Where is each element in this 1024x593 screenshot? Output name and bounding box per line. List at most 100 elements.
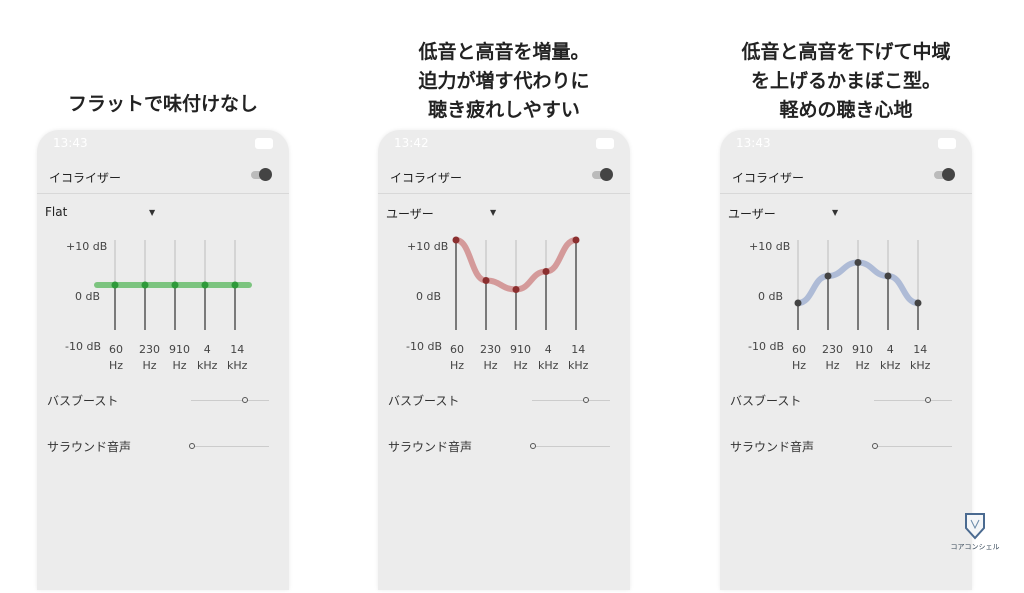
- caption: 低音と高音を下げて中域 を上げるかまぼこ型。 軽めの聴き心地: [686, 38, 1006, 125]
- equalizer-toggle[interactable]: [592, 168, 613, 181]
- phone-screen: 13:43 イコライザー ユーザー ▼ +10 dB 0 dB -10 dB 60 Hz…: [720, 130, 972, 590]
- freq-value: 14: [913, 343, 928, 356]
- freq-unit: kHz: [197, 359, 218, 372]
- slider-knob[interactable]: [872, 443, 878, 449]
- freq-label: 14 kHz: [910, 342, 930, 374]
- freq-unit: kHz: [227, 359, 248, 372]
- band-handle[interactable]: [452, 236, 460, 244]
- freq-label: 910 Hz: [169, 342, 190, 374]
- bass-boost-slider[interactable]: [191, 397, 269, 403]
- chevron-down-icon[interactable]: ▼: [832, 208, 839, 217]
- equalizer-title: イコライザー: [390, 171, 463, 185]
- band-handle[interactable]: [201, 281, 209, 289]
- logo: コアコンシェル: [950, 512, 1000, 552]
- phone-screen: 13:43 イコライザー Flat ▼ +10 dB 0 dB -10 dB 60 Hz…: [37, 130, 289, 590]
- band-handle[interactable]: [914, 299, 922, 307]
- battery-icon: [255, 138, 273, 149]
- caption-line: 聴き疲れしやすい: [428, 99, 580, 121]
- freq-value: 4: [886, 343, 894, 356]
- db-label: +10 dB: [66, 240, 108, 253]
- surround-slider[interactable]: [530, 443, 610, 449]
- db-label: 0 dB: [75, 290, 101, 303]
- freq-unit: Hz: [172, 359, 187, 372]
- freq-value: 14: [571, 343, 586, 356]
- band-handle[interactable]: [542, 268, 550, 275]
- equalizer-toggle[interactable]: [934, 168, 955, 181]
- battery-icon: [938, 138, 956, 149]
- freq-label: 60 Hz: [450, 342, 464, 374]
- band-handle[interactable]: [884, 272, 892, 280]
- freq-value: 14: [230, 343, 245, 356]
- band-handle[interactable]: [111, 281, 119, 289]
- caption-line: 低音と高音を増量。: [418, 41, 590, 63]
- freq-label: 4 kHz: [880, 342, 900, 374]
- phone-screen: 13:42 イコライザー ユーザー ▼ +10 dB 0 dB -10 dB 60 Hz…: [378, 130, 630, 590]
- freq-label: 60 Hz: [109, 342, 123, 374]
- freq-label: 910 Hz: [510, 342, 531, 374]
- freq-unit: Hz: [142, 359, 157, 372]
- freq-unit: kHz: [538, 359, 559, 372]
- slider-knob[interactable]: [530, 443, 536, 449]
- freq-label: 4 kHz: [538, 342, 558, 374]
- freq-unit: kHz: [880, 359, 901, 372]
- toggle-knob: [600, 168, 613, 181]
- equalizer-graph: [452, 236, 580, 330]
- slider-knob[interactable]: [189, 443, 195, 449]
- freq-label: 910 Hz: [852, 342, 873, 374]
- freq-label: 230 Hz: [139, 342, 160, 374]
- band-handle[interactable]: [512, 286, 520, 293]
- freq-unit: kHz: [568, 359, 589, 372]
- db-label: +10 dB: [407, 240, 449, 253]
- preset-select[interactable]: Flat: [45, 205, 68, 219]
- freq-unit: Hz: [825, 359, 840, 372]
- band-handle[interactable]: [854, 259, 862, 266]
- freq-unit: Hz: [483, 359, 498, 372]
- band-handle[interactable]: [794, 299, 802, 307]
- surround-slider[interactable]: [189, 443, 269, 449]
- slider-knob[interactable]: [925, 397, 932, 403]
- freq-label: 14 kHz: [227, 342, 247, 374]
- equalizer-title: イコライザー: [732, 171, 805, 185]
- freq-value: 4: [203, 343, 211, 356]
- slider-knob[interactable]: [583, 397, 590, 403]
- freq-value: 230: [822, 343, 843, 356]
- shield-logo-icon: [965, 513, 985, 540]
- band-handle[interactable]: [572, 236, 580, 244]
- equalizer-graph: [94, 240, 252, 330]
- equalizer-toggle[interactable]: [251, 168, 272, 181]
- surround-label: サラウンド音声: [388, 440, 473, 454]
- chevron-down-icon[interactable]: ▼: [490, 208, 497, 217]
- bass-boost-slider[interactable]: [874, 397, 952, 403]
- caption-line: 迫力が増す代わりに: [418, 70, 590, 92]
- freq-unit: Hz: [855, 359, 870, 372]
- freq-value: 230: [139, 343, 160, 356]
- band-handle[interactable]: [171, 281, 179, 289]
- caption-line: フラットで味付けなし: [67, 93, 258, 115]
- band-handle[interactable]: [231, 281, 239, 289]
- chevron-down-icon[interactable]: ▼: [149, 208, 156, 217]
- band-handle[interactable]: [482, 277, 490, 284]
- surround-slider[interactable]: [872, 443, 952, 449]
- freq-unit: kHz: [910, 359, 931, 372]
- freq-value: 910: [852, 343, 873, 356]
- bass-boost-slider[interactable]: [532, 397, 610, 403]
- freq-value: 60: [109, 343, 124, 356]
- freq-unit: Hz: [109, 359, 124, 372]
- band-handle[interactable]: [824, 272, 832, 280]
- battery-icon: [596, 138, 614, 149]
- freq-label: 230 Hz: [822, 342, 843, 374]
- logo-name: コアコンシェル: [950, 543, 1000, 551]
- freq-value: 910: [510, 343, 531, 356]
- slider-knob[interactable]: [242, 397, 249, 403]
- db-label: -10 dB: [748, 340, 784, 353]
- bass-boost-label: バスブースト: [388, 394, 460, 408]
- preset-select[interactable]: ユーザー: [728, 207, 776, 221]
- caption: フラットで味付けなし: [3, 90, 323, 119]
- preset-select[interactable]: ユーザー: [386, 207, 434, 221]
- toggle-knob: [942, 168, 955, 181]
- equalizer-header: イコライザー: [720, 160, 972, 194]
- freq-value: 230: [480, 343, 501, 356]
- db-label: +10 dB: [749, 240, 791, 253]
- freq-label: 14 kHz: [568, 342, 588, 374]
- band-handle[interactable]: [141, 281, 149, 289]
